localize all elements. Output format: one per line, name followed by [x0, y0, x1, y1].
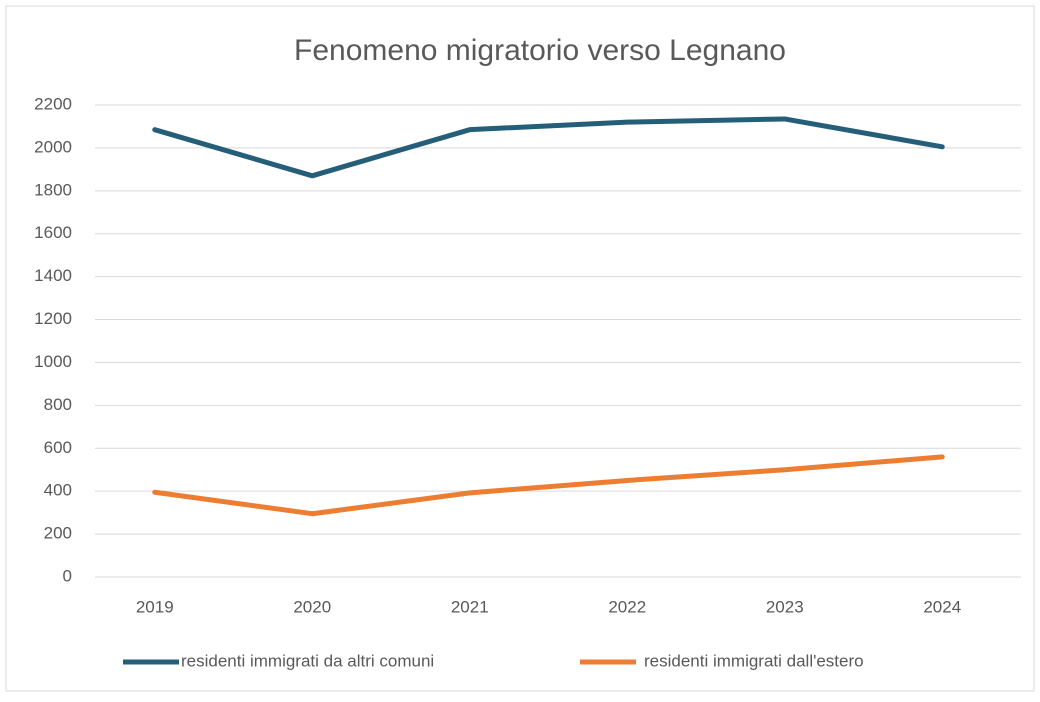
legend-label: residenti immigrati da altri comuni [181, 651, 434, 670]
x-tick-label: 2023 [766, 597, 804, 616]
y-tick-label: 1800 [34, 180, 72, 199]
x-tick-label: 2020 [293, 597, 331, 616]
x-tick-label: 2019 [136, 597, 174, 616]
y-tick-label: 800 [44, 395, 72, 414]
series-line [152, 454, 945, 517]
x-tick-label: 2022 [608, 597, 646, 616]
y-tick-label: 2000 [34, 137, 72, 156]
y-tick-label: 600 [44, 438, 72, 457]
y-tick-label: 1600 [34, 223, 72, 242]
x-tick-label: 2021 [451, 597, 489, 616]
y-tick-label: 200 [44, 524, 72, 543]
y-tick-label: 2200 [34, 94, 72, 113]
series-line [152, 116, 945, 179]
y-tick-label: 400 [44, 481, 72, 500]
y-tick-label: 1200 [34, 309, 72, 328]
y-tick-label: 1000 [34, 352, 72, 371]
legend-label: residenti immigrati dall'estero [644, 651, 864, 670]
x-tick-label: 2024 [923, 597, 961, 616]
y-tick-label: 1400 [34, 266, 72, 285]
chart-border [5, 5, 1035, 692]
y-tick-label: 0 [63, 566, 72, 585]
chart-title: Fenomeno migratorio verso Legnano [294, 34, 786, 67]
